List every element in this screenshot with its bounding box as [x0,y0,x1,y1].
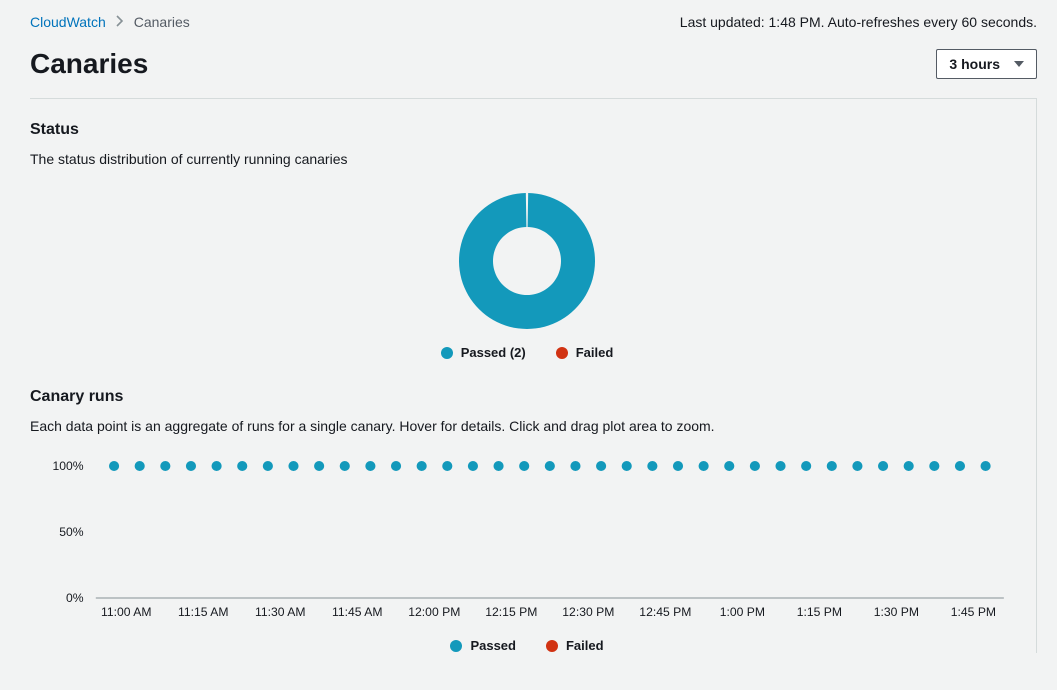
page-title: Canaries [30,48,148,80]
legend-passed[interactable]: Passed (2) [441,345,526,360]
time-range-select[interactable]: 3 hours [936,49,1037,79]
status-section: Status The status distribution of curren… [30,121,1024,360]
status-legend: Passed (2) Failed [30,345,1024,360]
status-description: The status distribution of currently run… [30,151,1024,167]
circle-icon [450,640,462,652]
circle-icon [441,347,453,359]
legend-passed[interactable]: Passed [450,638,516,653]
svg-text:1:30 PM: 1:30 PM [874,605,919,619]
circle-icon [546,640,558,652]
breadcrumb-current: Canaries [134,14,190,30]
svg-text:11:00 AM: 11:00 AM [101,605,152,619]
runs-description: Each data point is an aggregate of runs … [30,418,1024,434]
svg-text:1:00 PM: 1:00 PM [720,605,765,619]
content-panel: Status The status distribution of curren… [30,98,1037,653]
legend-failed-label: Failed [566,638,604,653]
page: CloudWatch Canaries Last updated: 1:48 P… [0,0,1057,677]
breadcrumb: CloudWatch Canaries [30,14,190,30]
svg-text:1:15 PM: 1:15 PM [797,605,842,619]
status-donut-chart [30,191,1024,331]
breadcrumb-root-link[interactable]: CloudWatch [30,14,106,30]
legend-passed-label: Passed [470,638,516,653]
topbar: CloudWatch Canaries Last updated: 1:48 P… [30,14,1037,30]
last-updated-text: Last updated: 1:48 PM. Auto-refreshes ev… [680,14,1037,30]
svg-text:0%: 0% [66,591,84,605]
svg-text:1:45 PM: 1:45 PM [951,605,996,619]
svg-text:12:45 PM: 12:45 PM [639,605,691,619]
caret-down-icon [1014,61,1024,67]
legend-failed[interactable]: Failed [546,638,604,653]
runs-legend: Passed Failed [30,638,1024,653]
title-row: Canaries 3 hours [30,48,1037,80]
legend-failed-label: Failed [576,345,614,360]
svg-text:11:30 AM: 11:30 AM [255,605,306,619]
status-title: Status [30,121,1024,139]
time-range-value: 3 hours [949,56,1000,72]
canary-runs-chart[interactable]: 0% 50% 100% 11:00 AM 11:15 AM 11:30 AM 11:45 A… [40,458,1014,628]
svg-text:12:00 PM: 12:00 PM [408,605,460,619]
canary-runs-section: Canary runs Each data point is an aggreg… [30,388,1024,653]
legend-failed[interactable]: Failed [556,345,614,360]
svg-text:50%: 50% [59,525,84,539]
svg-text:12:15 PM: 12:15 PM [485,605,537,619]
svg-text:11:45 AM: 11:45 AM [332,605,383,619]
svg-text:12:30 PM: 12:30 PM [562,605,614,619]
chevron-right-icon [116,14,124,30]
legend-passed-label: Passed (2) [461,345,526,360]
circle-icon [556,347,568,359]
svg-text:100%: 100% [52,459,83,473]
svg-text:11:15 AM: 11:15 AM [178,605,229,619]
runs-title: Canary runs [30,388,1024,406]
